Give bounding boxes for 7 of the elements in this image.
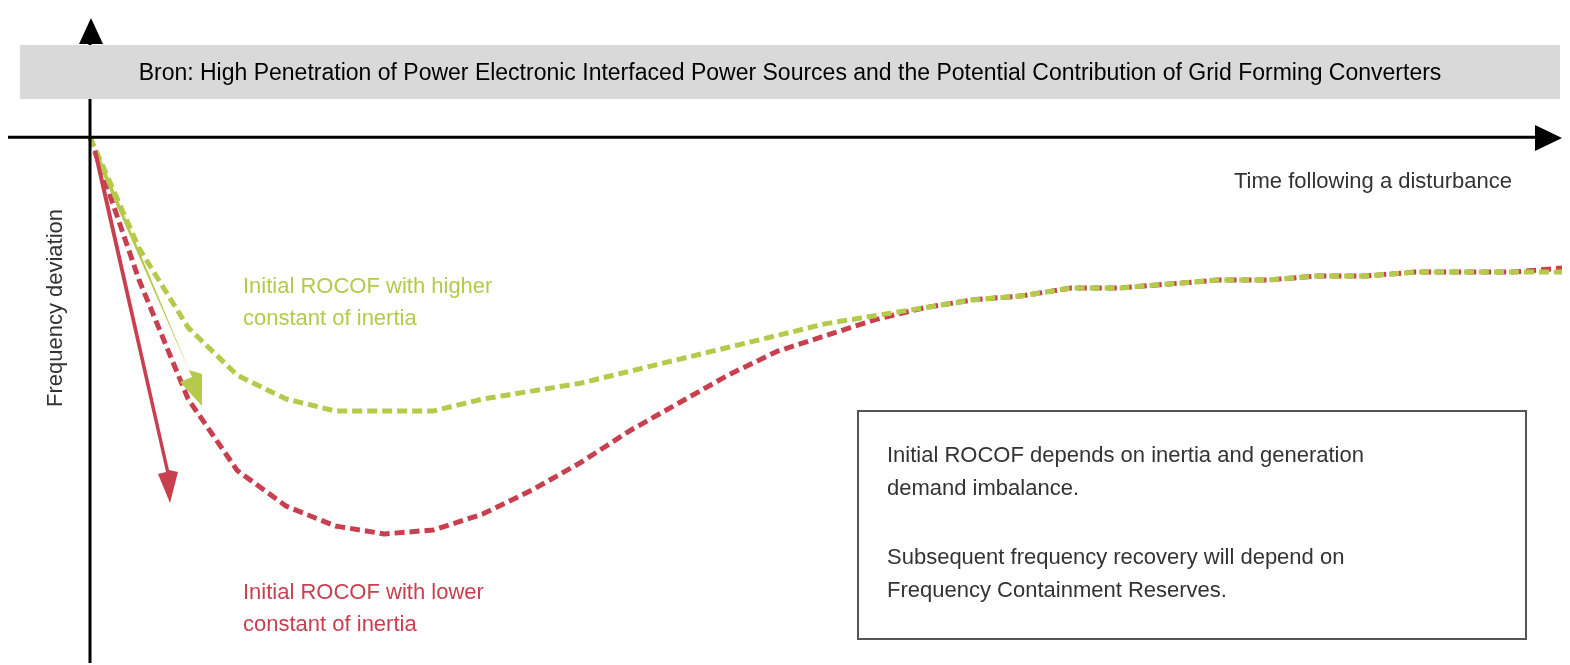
text: Subsequent frequency recovery will depend on Frequency Containment Reserves. xyxy=(887,543,1346,604)
y-axis-title: Frequency deviation xyxy=(42,208,68,408)
series-label: Initial ROCOF with higher constant of inertia xyxy=(243,272,494,332)
annotation: Initial ROCOF depends on inertia and generation demand imbalance. xyxy=(887,441,1365,502)
chart-title: Bron: High Penetration of Power Electronic Interfaced Power Sources and the Potential Contribution of Grid Forming Converters xyxy=(20,45,1560,99)
text: Initial ROCOF with lower constant of inertia xyxy=(243,578,485,638)
x-axis-title: Time following a disturbance xyxy=(1234,168,1512,194)
